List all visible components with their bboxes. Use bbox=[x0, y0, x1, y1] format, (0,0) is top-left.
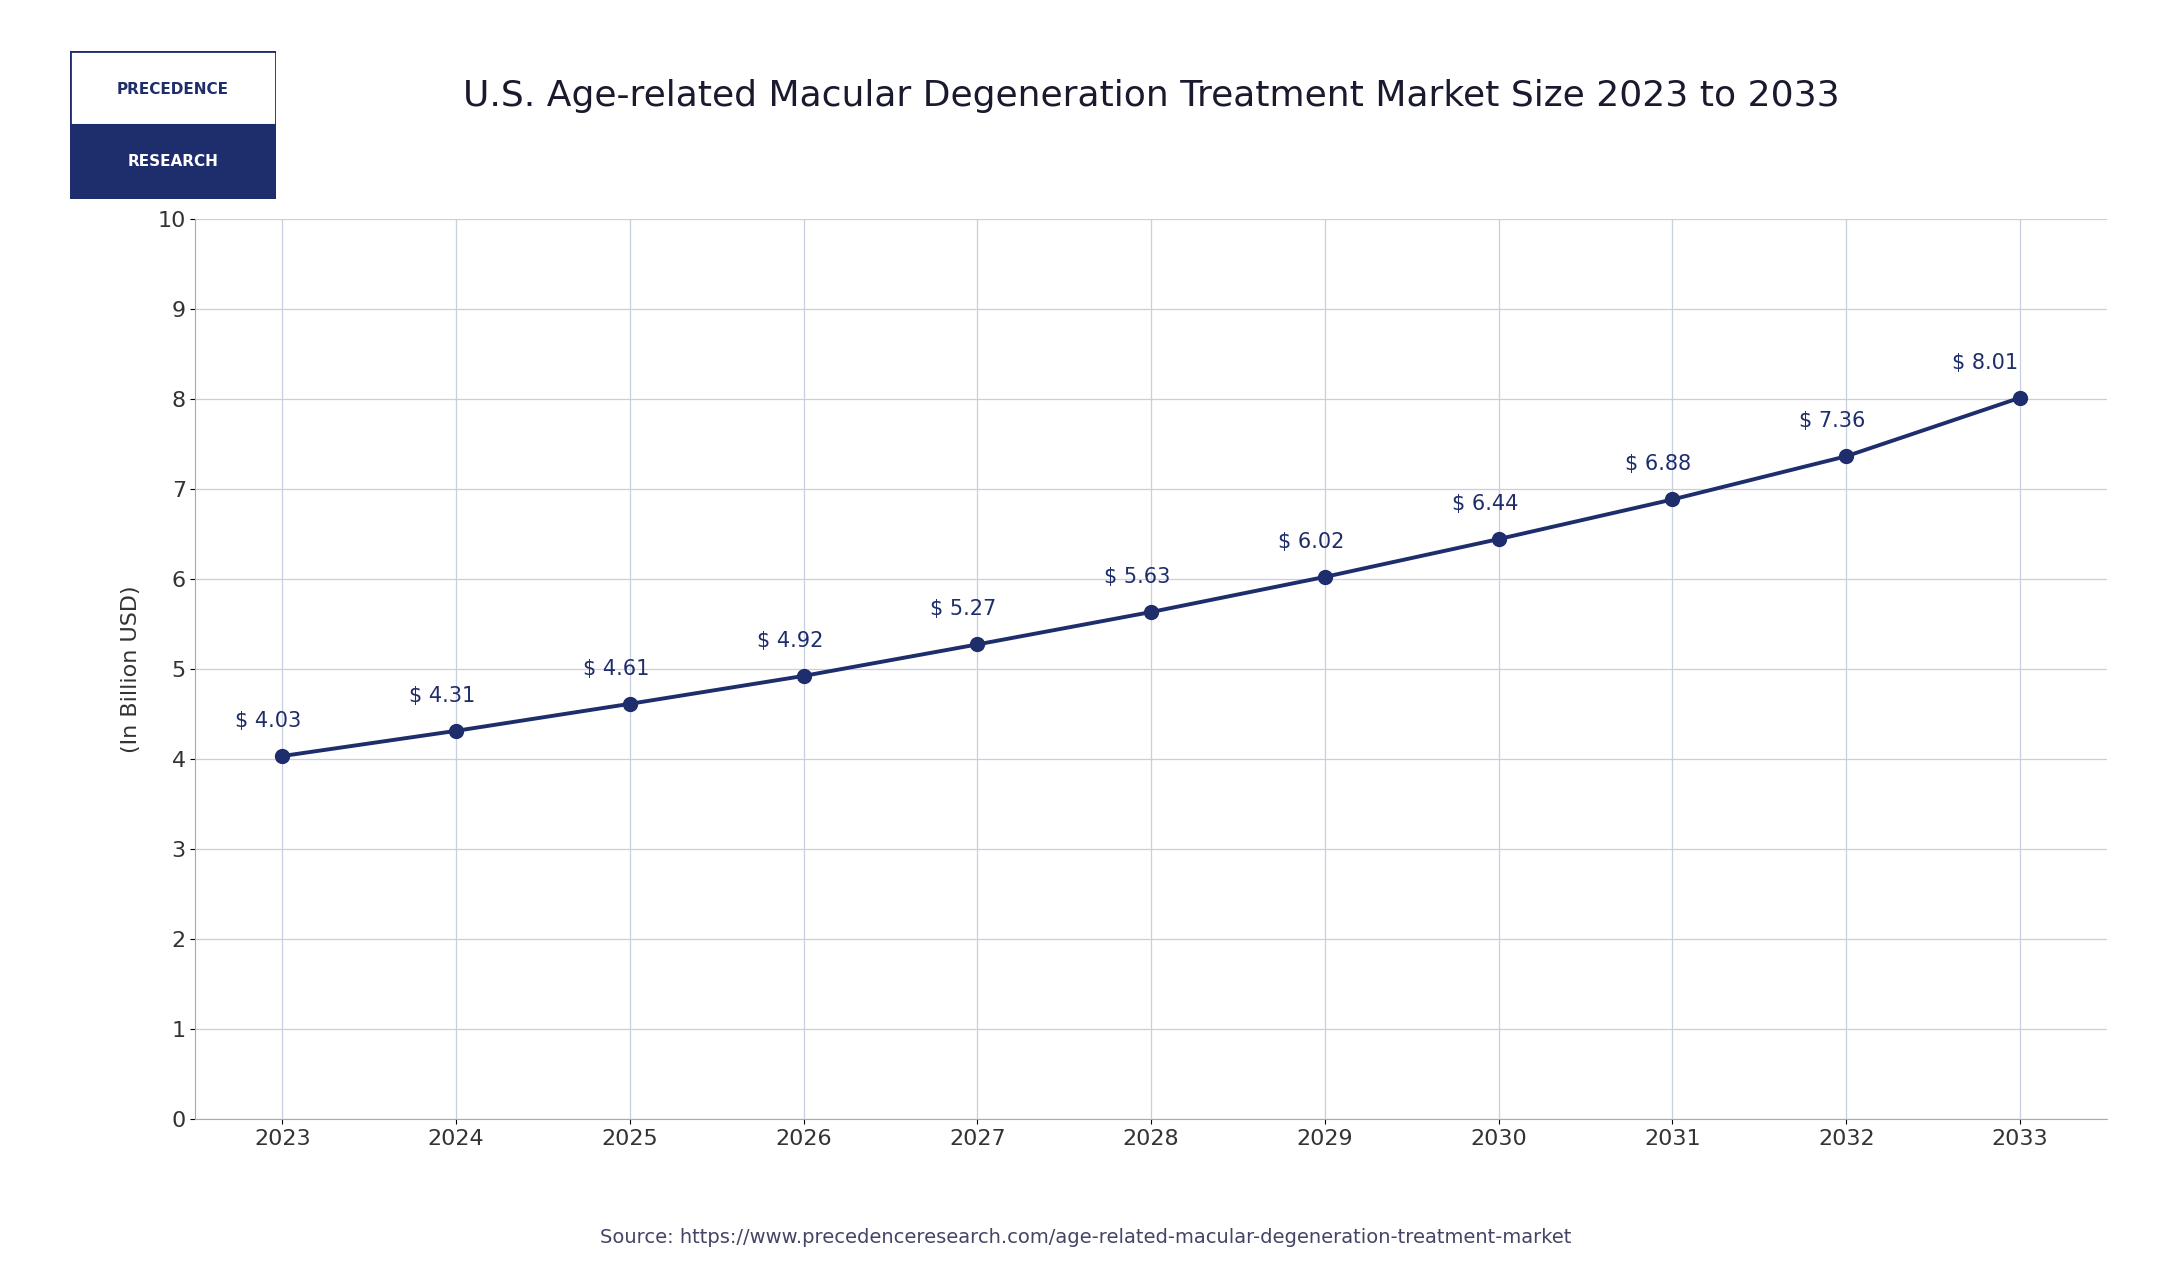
Text: PRECEDENCE: PRECEDENCE bbox=[117, 81, 228, 96]
Text: RESEARCH: RESEARCH bbox=[128, 154, 217, 170]
Y-axis label: (In Billion USD): (In Billion USD) bbox=[122, 585, 141, 752]
Text: $ 4.03: $ 4.03 bbox=[235, 711, 302, 730]
Text: $ 4.31: $ 4.31 bbox=[408, 685, 476, 706]
Text: $ 8.01: $ 8.01 bbox=[1953, 352, 2018, 373]
Text: $ 6.02: $ 6.02 bbox=[1277, 531, 1344, 552]
Text: $ 4.92: $ 4.92 bbox=[756, 630, 823, 651]
Text: U.S. Age-related Macular Degeneration Treatment Market Size 2023 to 2033: U.S. Age-related Macular Degeneration Tr… bbox=[463, 80, 1840, 113]
Text: $ 7.36: $ 7.36 bbox=[1798, 412, 1866, 431]
Text: $ 4.61: $ 4.61 bbox=[582, 658, 649, 679]
Text: $ 6.44: $ 6.44 bbox=[1451, 494, 1518, 514]
Text: $ 5.63: $ 5.63 bbox=[1103, 567, 1171, 586]
Bar bbox=[70, 126, 276, 199]
Text: $ 6.88: $ 6.88 bbox=[1625, 454, 1692, 475]
Text: Source: https://www.precedenceresearch.com/age-related-macular-degeneration-trea: Source: https://www.precedenceresearch.c… bbox=[599, 1228, 1573, 1246]
Text: $ 5.27: $ 5.27 bbox=[930, 599, 997, 620]
Bar bbox=[70, 51, 276, 126]
